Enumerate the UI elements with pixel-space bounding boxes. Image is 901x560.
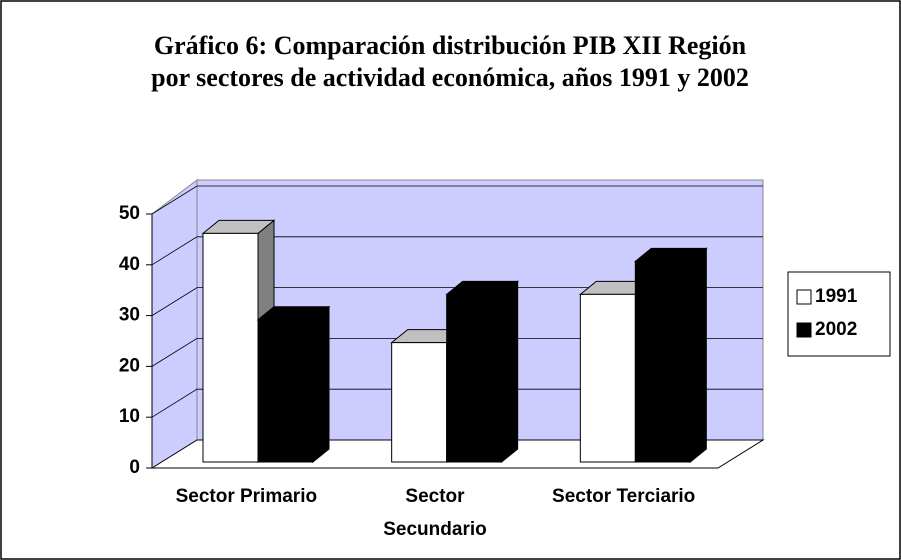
bar: [634, 260, 691, 463]
x-tick-label-line: Secundario: [383, 519, 486, 540]
bar-side: [312, 305, 330, 464]
y-tick-label: 30: [119, 305, 140, 326]
side-wall: [151, 178, 198, 469]
grid-line: [151, 185, 763, 215]
grid-line: [151, 337, 763, 367]
bar-side: [501, 280, 519, 464]
chart-title: por sectores de actividad económica, año…: [151, 63, 749, 92]
bar: [391, 342, 448, 463]
bar: [257, 319, 314, 463]
legend-label: 1991: [815, 286, 858, 307]
y-tick-label: 10: [119, 406, 140, 427]
bar: [202, 232, 259, 463]
bar: [446, 293, 503, 463]
legend-label: 2002: [815, 319, 857, 340]
legend: [787, 271, 891, 357]
grid-line: [151, 388, 763, 418]
grid-line: [151, 287, 763, 316]
y-tick-label: 50: [119, 203, 140, 224]
legend-swatch: [796, 322, 812, 338]
y-tick-label: 40: [119, 254, 140, 275]
x-tick-label-line: Sector: [405, 486, 465, 507]
x-tick-label: Sector Secundario: [383, 486, 486, 540]
bar: [579, 293, 636, 463]
chart-title: Gráfico 6: Comparación distribución PIB …: [154, 31, 747, 60]
y-tick-label: 20: [119, 355, 140, 376]
y-tick-label: 0: [129, 457, 140, 478]
grid-line: [151, 236, 763, 266]
bar-side: [689, 247, 707, 464]
legend-swatch: [796, 289, 812, 305]
x-tick-label: Sector Primario: [176, 486, 318, 507]
x-tick-label: Sector Terciario: [552, 486, 695, 507]
